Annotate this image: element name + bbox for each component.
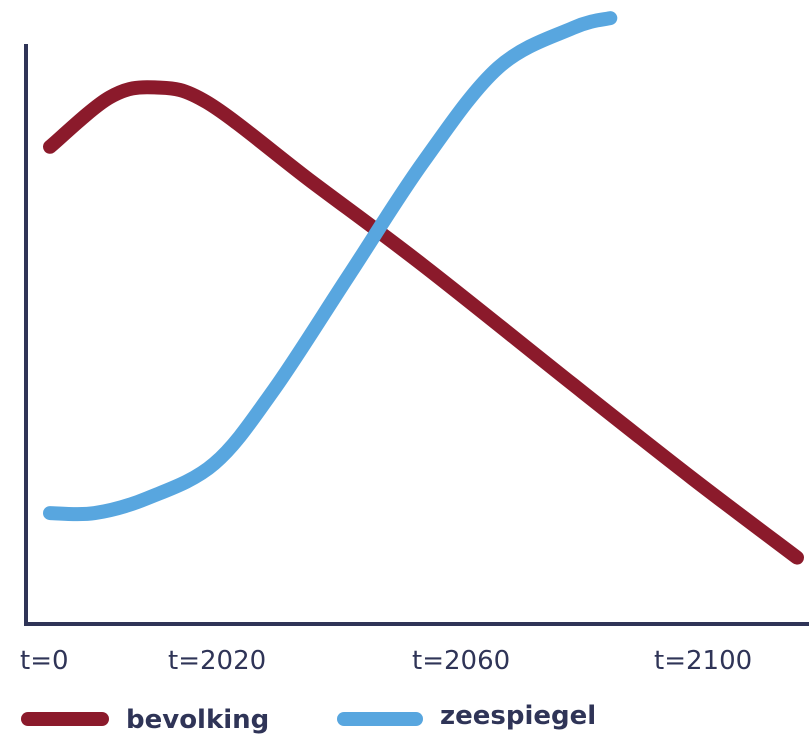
- series-line-zeespiegel: [43, 11, 618, 522]
- x-tick-labels: t=0 t=2020 t=2060 t=2100: [20, 646, 752, 676]
- chart-legend: bevolking zeespiegel: [21, 701, 596, 735]
- x-tick-label: t=2100: [654, 646, 752, 676]
- chart-axes: [24, 44, 809, 626]
- series-layer: [43, 11, 804, 565]
- legend-label-bevolking: bevolking: [126, 705, 269, 735]
- x-tick-label: t=2020: [168, 646, 266, 676]
- legend-label-zeespiegel: zeespiegel: [440, 701, 596, 731]
- x-tick-label: t=2060: [412, 646, 510, 676]
- x-tick-label: t=0: [20, 646, 69, 676]
- series-line-bevolking: [43, 80, 804, 565]
